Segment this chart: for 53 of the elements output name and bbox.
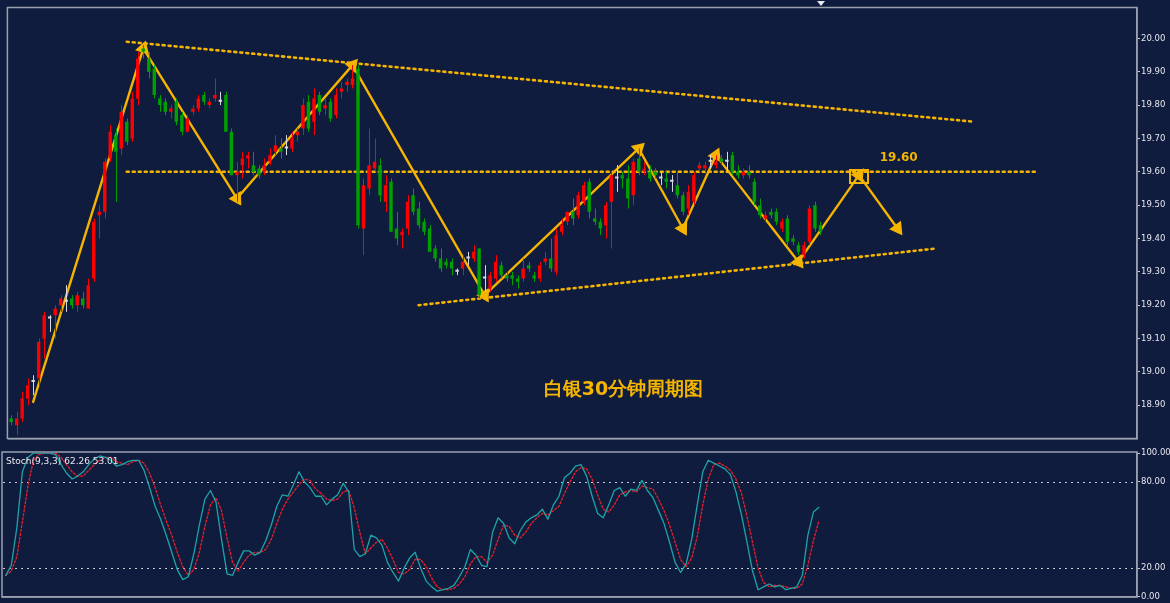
y-tick-label: 18.90 [1141,399,1166,410]
y-tick-label: 19.70 [1141,132,1166,143]
y-tick-label: 19.90 [1141,65,1166,76]
candlestick [460,254,465,276]
annotation: 19.60 [879,149,918,164]
candlestick [180,111,184,136]
y-tick-label: 19.80 [1141,99,1166,110]
point [890,221,903,235]
candlestick [279,137,283,159]
candlestick [521,258,525,283]
candlestick [240,151,245,179]
candlestick [758,197,762,219]
candlestick [400,228,404,250]
y-tick-label: 19.60 [1141,166,1166,177]
candlestick [301,97,305,136]
y-tick-label: 19.00 [1141,366,1166,377]
y-tick-label: 80.00 [1141,476,1166,487]
candlestick [251,151,256,176]
candlestick [42,311,46,360]
y-tick-label: 19.10 [1141,332,1166,343]
candlestick [813,201,817,233]
y-tick-label: 19.30 [1141,266,1166,277]
candlestick [367,127,371,196]
annotation: 白银30分钟周期图 [543,377,704,400]
candlestick [235,161,239,203]
candlestick [20,391,24,423]
y-tick-label: 20.00 [1141,32,1166,43]
candlestick [350,64,355,89]
candlestick [290,131,294,153]
y-tick-label: 0.00 [1141,591,1160,602]
candlestick [725,151,729,173]
y-tick-label: 20.00 [1141,562,1166,573]
candlestick [576,191,580,219]
candlestick [537,261,542,283]
candlestick [637,147,641,176]
candlestick [273,134,278,156]
candlestick [488,271,492,293]
candlestick [681,191,685,216]
y-tick-label: 100.00 [1141,447,1170,458]
point [675,222,688,235]
y-tick-label: 19.20 [1141,299,1166,310]
y-tick-label: 19.50 [1141,199,1166,210]
candlestick [147,51,151,79]
candlestick [213,77,217,103]
candlestick [312,87,316,136]
y-tick-label: 19.40 [1141,232,1166,243]
candlestick [334,87,338,119]
candlestick [785,214,790,246]
candlestick [86,278,90,310]
candlestick [53,304,57,340]
candlestick [411,187,415,216]
candlestick [31,374,35,396]
candlestick [25,378,30,406]
